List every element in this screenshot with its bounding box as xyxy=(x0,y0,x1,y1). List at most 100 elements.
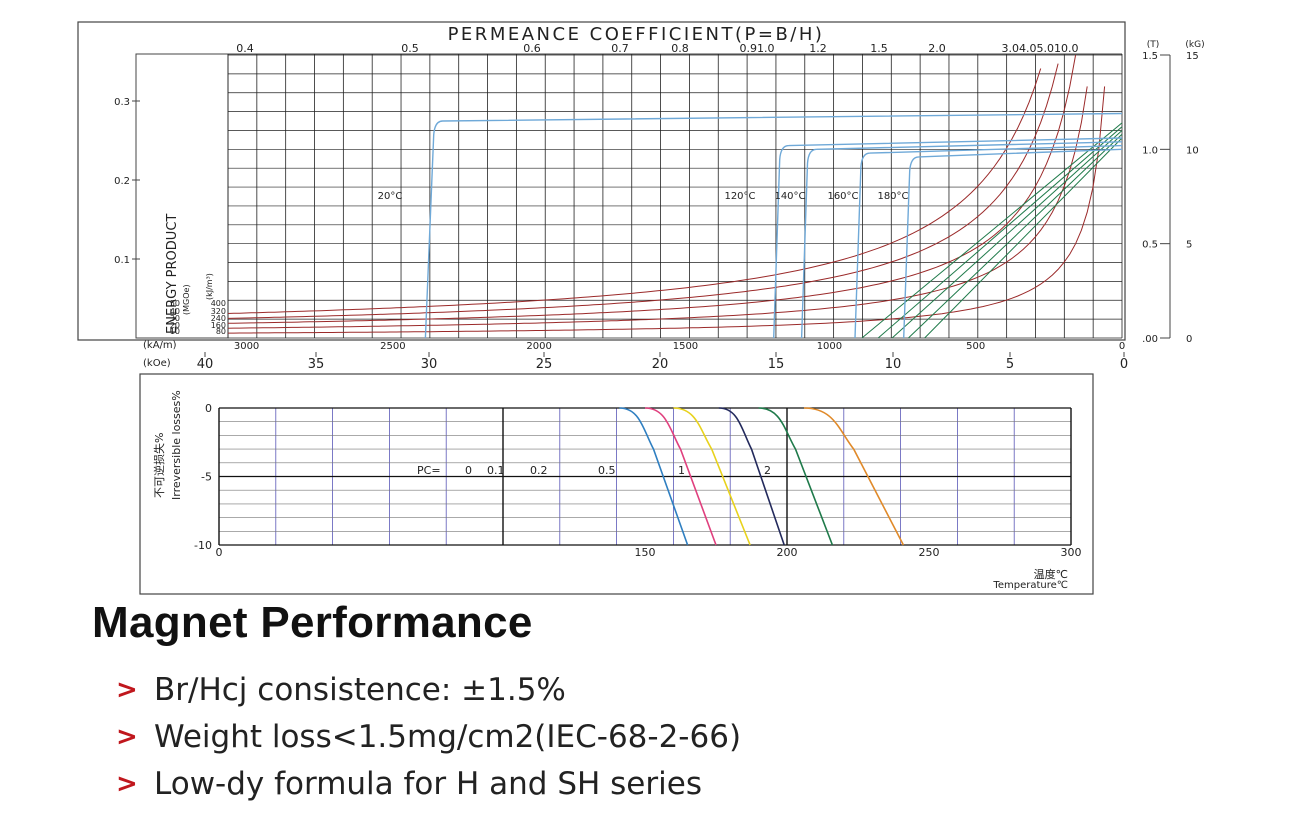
tesla-axis-unit: (T) xyxy=(1147,40,1160,50)
bullet-chevron-icon: > xyxy=(116,674,138,705)
demag-curve xyxy=(800,141,1123,339)
list-item-text: Low-dy formula for H and SH series xyxy=(154,765,702,802)
demag-curve xyxy=(773,137,1123,339)
koe-tick-label: 40 xyxy=(197,357,214,372)
x-axis-title-cn: 温度℃ xyxy=(1034,567,1068,581)
x-tick-label: 300 xyxy=(1061,546,1082,559)
list-item-text: Br/Hcj consistence: ±1.5% xyxy=(154,671,566,708)
kam-tick-label: 2000 xyxy=(526,341,551,352)
bullet-chevron-icon: > xyxy=(116,768,138,799)
bh-curve xyxy=(227,68,1042,314)
x-tick-label: 0 xyxy=(216,546,223,559)
kam-axis-unit: (kA/m) xyxy=(143,340,177,351)
loss-curve xyxy=(803,407,905,546)
chart-title: PERMEANCE COEFFICIENT(P=B/H) xyxy=(448,24,825,45)
permeance-tick-label: 0.7 xyxy=(611,42,629,55)
permeance-tick-label: 0.4 xyxy=(236,42,254,55)
demagnetization-chart: PERMEANCE COEFFICIENT(P=B/H) 0.4 0.5 0.6 0.7… xyxy=(77,21,1205,372)
series-label: 160°C xyxy=(827,191,858,202)
koe-tick-label: 35 xyxy=(308,357,325,372)
loss-curve xyxy=(644,407,717,546)
performance-list: > Br/Hcj consistence: ±1.5% > Weight los… xyxy=(116,666,741,807)
kilogauss-tick-label: 0 xyxy=(1186,334,1192,345)
loss-curve xyxy=(619,407,689,546)
tesla-tick-label: 1.5 xyxy=(1142,51,1158,62)
series-label: 120°C xyxy=(724,191,755,202)
permeance-tick-label: 0.6 xyxy=(523,42,541,55)
demag-curve xyxy=(424,112,1123,339)
koe-tick-label: 0 xyxy=(1120,357,1128,372)
loss-chart-frame xyxy=(139,373,1094,595)
left-axis-tick-label: 0.3 xyxy=(114,97,130,108)
pc-label: 1 xyxy=(678,464,685,477)
permeance-tick-label: 2.0 xyxy=(928,42,946,55)
y-tick-label: 0 xyxy=(205,402,212,415)
energy-value-mgoe: 50 xyxy=(170,299,180,308)
load-line xyxy=(891,130,1123,339)
pc-label: 0.5 xyxy=(598,464,616,477)
x-axis-title: Temperature℃ xyxy=(992,580,1068,591)
x-tick-label: 250 xyxy=(919,546,940,559)
koe-tick-label: 10 xyxy=(885,357,902,372)
kam-tick-label: 500 xyxy=(966,341,985,352)
left-axis-tick-label: 0.2 xyxy=(114,176,130,187)
koe-tick-label: 30 xyxy=(421,357,438,372)
energy-product-curves xyxy=(227,54,1106,334)
horizontal-gridlines xyxy=(228,54,1122,339)
koe-tick-label: 20 xyxy=(652,357,669,372)
pc-label: 0.2 xyxy=(530,464,548,477)
energy-value-kj: 400 xyxy=(211,299,226,308)
pc-label: 2 xyxy=(764,464,771,477)
energy-value-kj: 160 xyxy=(211,321,226,330)
koe-tick-label: 15 xyxy=(768,357,785,372)
bh-curve xyxy=(228,86,1106,334)
kam-tick-label: 1000 xyxy=(817,341,842,352)
energy-value-mgoe: 10 xyxy=(170,327,180,336)
tesla-tick-label: 1.0 xyxy=(1142,145,1158,156)
permeance-tick-label: 0.8 xyxy=(671,42,689,55)
demag-curve xyxy=(903,148,1123,339)
permeance-tick-label: 0.91.0 xyxy=(740,42,775,55)
load-line xyxy=(877,126,1123,339)
left-axis-tick-label: 0.1 xyxy=(114,255,130,266)
permeance-tick-label: 1.5 xyxy=(870,42,888,55)
y-axis-title-cn: 不可逆损失% xyxy=(152,433,166,498)
bh-curve xyxy=(227,63,1059,319)
energy-value-kj: 320 xyxy=(211,307,226,316)
y-tick-label: -10 xyxy=(194,539,212,552)
energy-value-kj: 240 xyxy=(211,314,226,323)
energy-unit-mgoe: (MGOe) xyxy=(182,284,191,315)
kilogauss-tick-label: 5 xyxy=(1186,240,1192,251)
series-label: 140°C xyxy=(774,191,805,202)
loss-curve xyxy=(758,407,834,546)
energy-value-kj: 80 xyxy=(216,327,226,336)
koe-axis-unit: (kOe) xyxy=(143,358,171,369)
vertical-gridlines xyxy=(227,54,1123,338)
loss-gridlines xyxy=(218,407,1072,546)
series-label: 180°C xyxy=(877,191,908,202)
koe-tick-label: 25 xyxy=(536,357,553,372)
list-item: > Weight loss<1.5mg/cm2(IEC-68-2-66) xyxy=(116,713,741,760)
bullet-chevron-icon: > xyxy=(116,721,138,752)
series-label: 20°C xyxy=(378,191,403,202)
list-item: > Br/Hcj consistence: ±1.5% xyxy=(116,666,741,713)
energy-value-mgoe: 30 xyxy=(170,314,180,323)
load-lines xyxy=(861,122,1123,339)
energy-value-mgoe: 40 xyxy=(170,307,180,316)
kilogauss-tick-label: 10 xyxy=(1186,145,1199,156)
loss-curve xyxy=(673,407,751,546)
demag-series xyxy=(424,112,1123,339)
energy-unit-kj: (kJ/m³) xyxy=(205,273,214,300)
kam-tick-label: 3000 xyxy=(234,341,259,352)
kam-tick-label: 2500 xyxy=(380,341,405,352)
loss-series xyxy=(619,407,905,546)
y-tick-label: -5 xyxy=(201,471,212,484)
tesla-tick-label: .00 xyxy=(1142,334,1158,345)
permeance-tick-label: 0.5 xyxy=(401,42,419,55)
energy-value-mgoe: 20 xyxy=(170,321,180,330)
koe-tick-label: 5 xyxy=(1006,357,1014,372)
loss-curve xyxy=(718,407,785,546)
demag-curve xyxy=(854,144,1123,339)
kam-tick-label: 0 xyxy=(1119,341,1125,352)
kilogauss-tick-label: 15 xyxy=(1186,51,1199,62)
